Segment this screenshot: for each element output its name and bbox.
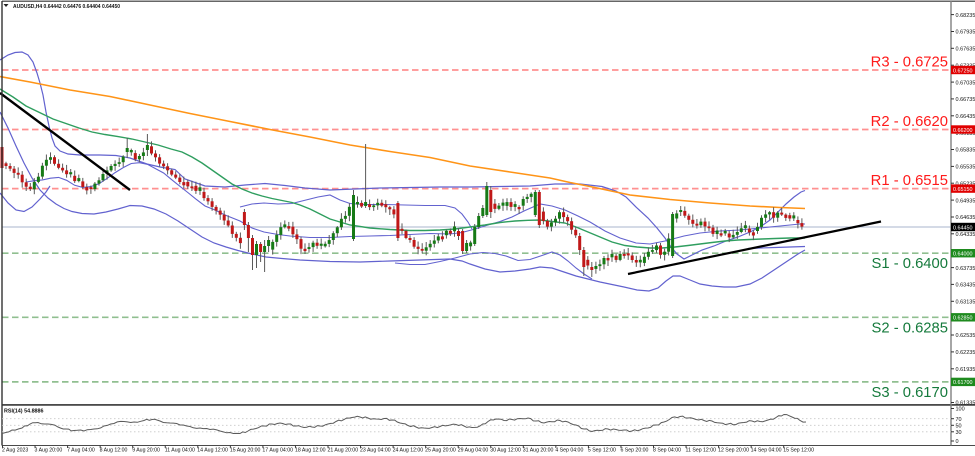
- svg-text:0.61335: 0.61335: [956, 401, 975, 407]
- svg-text:17 Aug 04:00: 17 Aug 04:00: [262, 448, 293, 454]
- svg-text:0.62235: 0.62235: [956, 350, 975, 356]
- svg-text:R1 - 0.6515: R1 - 0.6515: [871, 173, 948, 189]
- svg-text:0.65535: 0.65535: [956, 165, 975, 171]
- svg-text:12 Sep 20:00: 12 Sep 20:00: [718, 448, 749, 454]
- svg-text:S1 - 0.6400: S1 - 0.6400: [871, 256, 948, 272]
- svg-text:0.63135: 0.63135: [956, 300, 975, 306]
- svg-text:0.63735: 0.63735: [956, 266, 975, 272]
- svg-text:8 Sep 04:00: 8 Sep 04:00: [653, 448, 681, 454]
- svg-text:24 Aug 12:00: 24 Aug 12:00: [393, 448, 424, 454]
- svg-text:R3 - 0.6725: R3 - 0.6725: [871, 55, 948, 71]
- svg-text:0.67935: 0.67935: [956, 30, 975, 36]
- svg-text:9 Aug 20:00: 9 Aug 20:00: [132, 448, 160, 454]
- svg-text:0.64635: 0.64635: [956, 215, 975, 221]
- svg-text:0: 0: [956, 439, 959, 445]
- svg-text:15 Sep 12:00: 15 Sep 12:00: [783, 448, 814, 454]
- svg-text:29 Aug 04:00: 29 Aug 04:00: [458, 448, 489, 454]
- svg-text:0.67035: 0.67035: [956, 80, 975, 86]
- svg-text:11 Sep 12:00: 11 Sep 12:00: [686, 448, 717, 454]
- svg-text:0.66735: 0.66735: [956, 97, 975, 103]
- svg-text:30: 30: [956, 430, 962, 436]
- svg-text:0.66200: 0.66200: [953, 128, 973, 134]
- svg-text:0.65150: 0.65150: [953, 187, 973, 193]
- svg-text:0.62850: 0.62850: [953, 316, 973, 322]
- svg-text:0.66135: 0.66135: [956, 131, 975, 137]
- svg-text:23 Aug 04:00: 23 Aug 04:00: [360, 448, 391, 454]
- svg-text:8 Aug 12:00: 8 Aug 12:00: [100, 448, 128, 454]
- svg-text:100: 100: [956, 407, 965, 413]
- svg-text:7 Aug 04:00: 7 Aug 04:00: [67, 448, 95, 454]
- svg-text:5 Sep 12:00: 5 Sep 12:00: [588, 448, 616, 454]
- svg-text:18 Aug 12:00: 18 Aug 12:00: [295, 448, 326, 454]
- svg-text:R2 - 0.6620: R2 - 0.6620: [871, 114, 948, 130]
- svg-text:25 Aug 20:00: 25 Aug 20:00: [425, 448, 456, 454]
- svg-text:6 Sep 20:00: 6 Sep 20:00: [620, 448, 648, 454]
- svg-text:0.64000: 0.64000: [953, 252, 973, 258]
- svg-text:21 Aug 20:00: 21 Aug 20:00: [328, 448, 359, 454]
- svg-text:31 Aug 20:00: 31 Aug 20:00: [523, 448, 554, 454]
- svg-text:11 Aug 04:00: 11 Aug 04:00: [165, 448, 195, 454]
- svg-text:14 Aug 12:00: 14 Aug 12:00: [197, 448, 228, 454]
- svg-text:0.61935: 0.61935: [956, 367, 975, 373]
- svg-text:S2 - 0.6285: S2 - 0.6285: [871, 321, 948, 337]
- svg-text:0.67250: 0.67250: [953, 68, 973, 74]
- svg-text:2 Aug 2023: 2 Aug 2023: [2, 448, 28, 454]
- svg-text:RSI(14) 54.8886: RSI(14) 54.8886: [4, 409, 44, 415]
- svg-text:70: 70: [956, 417, 962, 423]
- svg-text:4 Sep 04:00: 4 Sep 04:00: [555, 448, 583, 454]
- svg-text:0.65835: 0.65835: [956, 148, 975, 154]
- svg-text:3 Aug 20:00: 3 Aug 20:00: [35, 448, 63, 454]
- svg-text:0.63435: 0.63435: [956, 283, 975, 289]
- svg-text:15 Aug 20:00: 15 Aug 20:00: [230, 448, 261, 454]
- svg-text:0.62535: 0.62535: [956, 333, 975, 339]
- svg-text:0.64450: 0.64450: [953, 225, 973, 231]
- svg-text:14 Sep 04:00: 14 Sep 04:00: [751, 448, 782, 454]
- svg-text:30 Aug 12:00: 30 Aug 12:00: [490, 448, 521, 454]
- svg-text:AUDUSD,H4 0.64442 0.64476 0.6: AUDUSD,H4 0.64442 0.64476 0.64404 0.6445…: [13, 4, 120, 10]
- svg-text:S3 - 0.6170: S3 - 0.6170: [871, 385, 948, 401]
- svg-text:0.66435: 0.66435: [956, 114, 975, 120]
- svg-text:0.64335: 0.64335: [956, 232, 975, 238]
- svg-text:0.61700: 0.61700: [953, 380, 973, 386]
- svg-text:50: 50: [956, 424, 962, 430]
- svg-text:0.64935: 0.64935: [956, 198, 975, 204]
- svg-text:0.67635: 0.67635: [956, 47, 975, 53]
- svg-text:0.68235: 0.68235: [956, 13, 975, 19]
